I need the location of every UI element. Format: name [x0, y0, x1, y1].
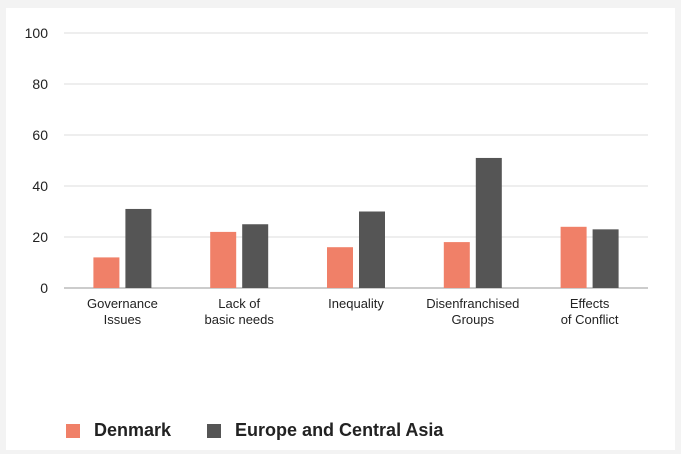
x-tick-label: Disenfranchised — [426, 296, 519, 311]
x-tick-label: Issues — [104, 312, 142, 327]
legend: Denmark Europe and Central Asia — [66, 420, 479, 441]
bar-denmark — [93, 257, 120, 288]
bar-europe-central-asia — [592, 229, 619, 288]
y-tick-label: 100 — [25, 25, 49, 41]
legend-item-europe-central-asia: Europe and Central Asia — [207, 420, 443, 441]
bar-denmark — [560, 226, 587, 288]
x-tick-label: Effects — [570, 296, 610, 311]
chart-card: 0 20 40 60 80 100 Governance Issues Lack of basic… — [6, 8, 675, 450]
y-tick-label: 20 — [32, 229, 48, 245]
legend-swatch-denmark — [66, 423, 80, 438]
x-tick-label: Lack of — [218, 296, 260, 311]
legend-item-denmark: Denmark — [66, 420, 171, 441]
legend-swatch-europe-central-asia — [207, 423, 222, 438]
x-tick-label: Inequality — [328, 296, 384, 311]
y-tick-label: 60 — [32, 127, 48, 143]
y-tick-label: 40 — [32, 178, 48, 194]
y-tick-label: 80 — [32, 76, 48, 92]
legend-label-europe-central-asia: Europe and Central Asia — [235, 420, 444, 440]
x-tick-label: basic needs — [205, 312, 275, 327]
bar-europe-central-asia — [125, 208, 152, 288]
y-tick-label: 0 — [40, 280, 48, 296]
legend-label-denmark: Denmark — [94, 420, 172, 440]
x-tick-label: Groups — [451, 312, 494, 327]
bar-denmark — [443, 242, 470, 288]
bar-europe-central-asia — [242, 224, 269, 288]
bar-denmark — [327, 247, 353, 288]
x-tick-label: Governance — [87, 296, 158, 311]
x-tick-label: of Conflict — [561, 312, 619, 327]
bar-europe-central-asia — [475, 157, 502, 288]
bar-europe-central-asia — [359, 211, 385, 288]
bar-denmark — [210, 231, 237, 288]
